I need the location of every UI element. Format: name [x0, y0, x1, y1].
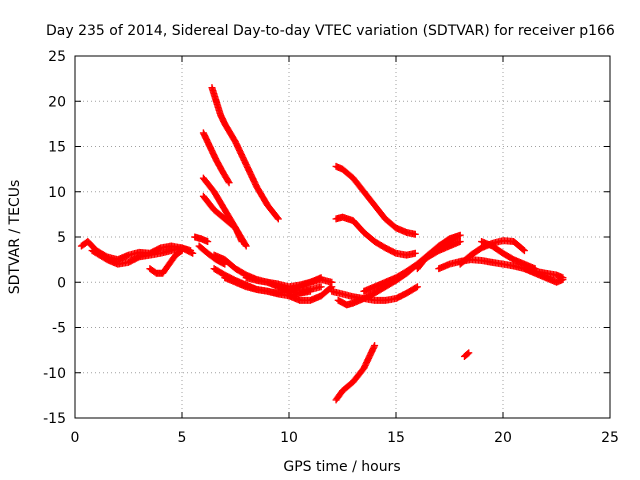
series-arc-24: [478, 238, 539, 273]
x-tick-label: 10: [280, 430, 298, 446]
series-arc-6: [199, 129, 233, 187]
data-point: [411, 249, 419, 257]
y-tick-label: 0: [57, 275, 66, 291]
y-tick-label: 10: [48, 185, 66, 201]
grid: [75, 56, 610, 418]
x-tick-label: 25: [601, 430, 619, 446]
y-tick-label: 20: [48, 94, 66, 110]
data-point: [317, 283, 325, 291]
data-point: [178, 247, 186, 255]
data-point: [520, 247, 528, 255]
data-point: [465, 349, 473, 357]
series-arc-26: [413, 231, 464, 273]
series-arc-8: [199, 192, 246, 246]
series-arc-3: [146, 247, 186, 277]
y-tick-label: -15: [43, 411, 66, 427]
data-point: [204, 238, 212, 246]
data-point: [464, 350, 472, 358]
data-point: [177, 247, 185, 255]
y-tick-label: 25: [48, 49, 66, 65]
data-point: [413, 283, 421, 291]
series-arc-2: [88, 244, 197, 268]
x-axis-title: GPS time / hours: [283, 459, 400, 475]
series-arc-14: [285, 283, 336, 304]
data-point: [274, 215, 282, 223]
y-tick-label: -10: [43, 366, 66, 382]
y-tick-label: -5: [52, 321, 66, 337]
data-point: [189, 249, 197, 257]
data-point: [224, 177, 232, 185]
y-axis-title: SDTVAR / TECUs: [7, 180, 23, 295]
data-point: [371, 342, 379, 350]
data-point: [241, 241, 249, 249]
series-arc-13: [242, 274, 325, 291]
series-arc-25: [520, 265, 567, 286]
x-tick-label: 0: [71, 430, 80, 446]
x-tick-label: 5: [178, 430, 187, 446]
data-point: [456, 238, 464, 246]
series-arc-21: [460, 349, 473, 360]
data-point: [225, 179, 233, 187]
series-arc-19: [332, 213, 419, 259]
data-point: [242, 242, 250, 250]
y-tick-label: 15: [48, 140, 66, 156]
data-point: [411, 230, 419, 238]
data-point: [317, 274, 325, 282]
data-point: [412, 284, 420, 292]
data-point: [273, 214, 281, 222]
data-points: [77, 84, 567, 404]
x-tick-label: 20: [494, 430, 512, 446]
data-point: [238, 238, 246, 246]
data-point: [456, 231, 464, 239]
series-arc-4: [191, 233, 212, 246]
axis-ticks: 0 5 10 15 20 25 -15 -10 -5 0 5 10 15 20 25: [43, 49, 619, 446]
x-tick-label: 15: [387, 430, 405, 446]
data-point: [327, 284, 335, 292]
chart-title: Day 235 of 2014, Sidereal Day-to-day VTE…: [46, 23, 615, 39]
data-point: [559, 276, 567, 284]
data-point: [519, 246, 527, 254]
y-tick-label: 5: [57, 230, 66, 246]
series-arc-20: [332, 342, 379, 404]
series-arc-18: [332, 162, 419, 238]
series-arc-5: [208, 84, 282, 223]
